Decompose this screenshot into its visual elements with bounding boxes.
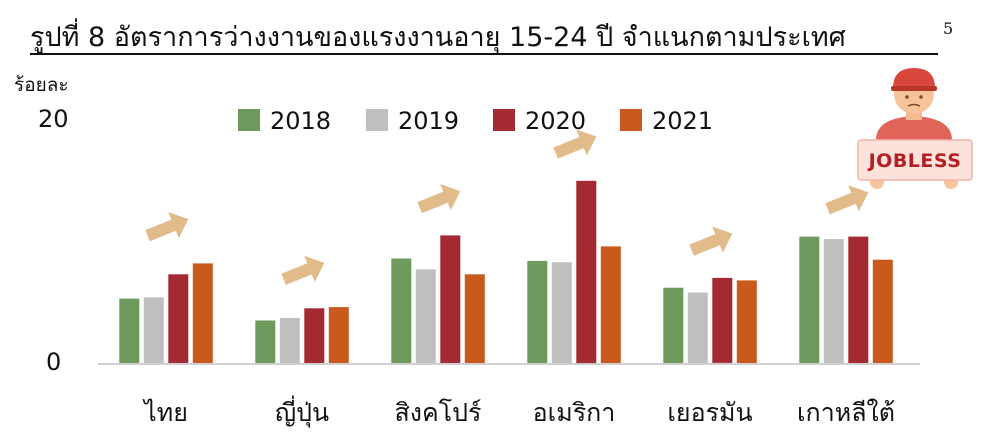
- legend-swatch-2019: [366, 109, 388, 131]
- bar-2020-3: [576, 180, 597, 364]
- legend-label-2018: 2018: [270, 107, 331, 135]
- legend: 2018 2019 2020 2021: [238, 107, 713, 135]
- legend-label-2021: 2021: [652, 107, 713, 135]
- category-labels: ไทย ญี่ปุ่น สิงคโปร์ อเมริกา เยอรมัน เกาหลีใต…: [142, 395, 895, 428]
- bar-2018-0: [119, 298, 140, 363]
- bar-2018-3: [527, 260, 548, 363]
- bar-2021-2: [464, 274, 485, 363]
- category-label-1: ญี่ปุ่น: [275, 395, 329, 428]
- chart-title: รูปที่ 8 อัตราการว่างงานของแรงงานอายุ 15…: [30, 18, 846, 54]
- y-tick-max: 20: [38, 105, 69, 133]
- category-label-4: เยอรมัน: [667, 398, 752, 427]
- jobless-badge: JOBLESS: [857, 68, 973, 189]
- bar-2018-2: [391, 258, 412, 363]
- bar-2019-5: [823, 239, 844, 363]
- trend-arrow-0: [145, 212, 189, 242]
- bar-2019-0: [143, 297, 164, 363]
- trend-arrow-4: [689, 226, 733, 256]
- bar-2020-2: [440, 235, 461, 363]
- category-label-2: สิงคโปร์: [395, 398, 482, 427]
- bar-2019-1: [279, 318, 300, 363]
- category-label-3: อเมริกา: [533, 398, 616, 427]
- legend-swatch-2020: [493, 109, 515, 131]
- legend-label-2019: 2019: [398, 107, 459, 135]
- bar-2021-1: [328, 307, 349, 363]
- trend-arrow-5: [825, 185, 869, 215]
- trend-arrows: [145, 129, 869, 285]
- trend-arrow-2: [417, 184, 461, 214]
- legend-label-2020: 2020: [525, 107, 586, 135]
- y-tick-zero: 0: [46, 348, 61, 376]
- y-axis-label: ร้อยละ: [14, 74, 69, 96]
- trend-arrow-3: [553, 129, 597, 159]
- bar-2019-4: [687, 292, 708, 363]
- bar-2018-5: [799, 236, 820, 363]
- bar-2021-5: [872, 259, 893, 363]
- bars-group: [119, 180, 893, 364]
- bar-2020-1: [304, 308, 325, 363]
- category-label-5: เกาหลีใต้: [797, 398, 895, 427]
- bar-2021-4: [736, 280, 757, 363]
- jobless-person-icon: [870, 68, 958, 189]
- title-footnote: 5: [943, 19, 953, 38]
- bar-2020-5: [848, 236, 869, 363]
- bar-2019-2: [415, 269, 436, 363]
- bar-2018-1: [255, 320, 276, 363]
- legend-swatch-2018: [238, 109, 260, 131]
- bar-2019-3: [551, 262, 572, 363]
- trend-arrow-1: [281, 255, 325, 285]
- bar-2018-4: [663, 287, 684, 363]
- legend-swatch-2021: [620, 109, 642, 131]
- bar-2021-0: [192, 263, 213, 363]
- bar-2020-4: [712, 277, 733, 363]
- jobless-sign: [857, 139, 973, 181]
- bar-2020-0: [168, 274, 189, 363]
- jobless-sign-text: JOBLESS: [867, 150, 962, 172]
- category-label-0: ไทย: [142, 398, 188, 427]
- bar-2021-3: [600, 246, 621, 363]
